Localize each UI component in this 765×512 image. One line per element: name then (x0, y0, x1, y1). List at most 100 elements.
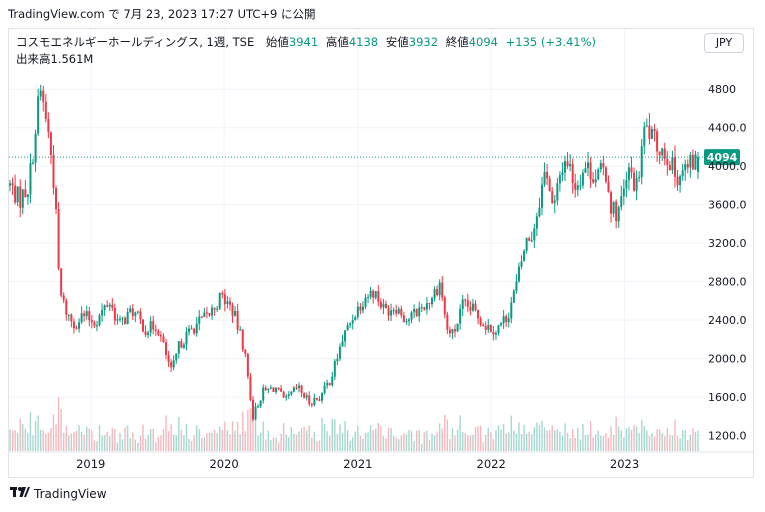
volume-bar (262, 421, 264, 451)
volume-bar (229, 434, 231, 451)
volume-bar (641, 419, 643, 451)
open-value: 3941 (288, 35, 319, 49)
candle-body (689, 154, 692, 168)
candle-body (234, 310, 237, 316)
candle-body (200, 316, 203, 318)
candle-body (180, 341, 183, 348)
candle-body (564, 161, 567, 173)
volume-bar (198, 429, 200, 451)
candle-body (482, 324, 485, 326)
volume-bar (431, 433, 433, 451)
candle-body (172, 360, 175, 368)
candle-body (26, 194, 29, 198)
candle-body (67, 314, 70, 316)
volume-bar (446, 419, 449, 451)
candle-body (443, 297, 446, 315)
candle-body (459, 308, 462, 324)
chart-frame (8, 28, 754, 478)
volume-bar (9, 429, 11, 451)
candle-body (303, 392, 306, 398)
volume-bar (577, 428, 579, 451)
volume-bar (190, 441, 193, 451)
candle-body (407, 319, 410, 322)
volume-bar (433, 435, 436, 451)
volume-bar (359, 436, 362, 451)
volume-bar (605, 433, 607, 451)
volume-bar (216, 433, 218, 451)
candle-body (415, 308, 418, 317)
candle-body (594, 179, 597, 183)
volume-bar (638, 433, 640, 451)
volume-bar (346, 430, 349, 451)
volume-bar (692, 428, 694, 451)
volume-bar (418, 430, 420, 451)
candle-body (106, 305, 109, 307)
volume-bar (114, 428, 116, 451)
volume-bar (505, 433, 507, 451)
volume-bar (116, 442, 119, 451)
time-tick-label: 2020 (209, 457, 238, 471)
volume-bar (121, 439, 124, 451)
volume-bar (364, 432, 367, 451)
footer-brand-label: TradingView (34, 486, 107, 501)
volume-bar (152, 428, 154, 451)
volume-bar (561, 435, 564, 451)
volume-bar (349, 440, 351, 451)
candle-body (147, 332, 150, 336)
candle-body (676, 176, 679, 186)
volume-bar (219, 426, 221, 451)
volume-bar (679, 438, 681, 451)
volume-bar (531, 434, 533, 451)
volume-bar (22, 424, 24, 451)
volume-bar (666, 427, 669, 451)
candle-body (154, 329, 157, 332)
volume-bar (78, 424, 80, 451)
volume-bar (502, 424, 505, 451)
volume-bar (106, 431, 108, 451)
volume-bar (377, 423, 379, 451)
volume-bar (206, 433, 208, 451)
volume-bar (298, 431, 300, 451)
candle-body (321, 392, 324, 401)
volume-bar (244, 431, 247, 451)
volume-bar (628, 426, 630, 451)
candle-body (474, 303, 477, 311)
candle-body (515, 281, 518, 291)
candle-body (673, 157, 676, 177)
volume-bar (405, 434, 408, 451)
candle-body (697, 157, 699, 172)
candle-body (333, 361, 336, 377)
volume-bar (633, 425, 635, 451)
candle-body (612, 201, 615, 214)
candle-body (535, 216, 538, 229)
volume-bar (211, 433, 213, 451)
candle-body (80, 313, 83, 323)
candle-body (520, 261, 523, 267)
volume-bar (42, 430, 44, 451)
volume-bar (569, 437, 571, 451)
volume-bar (451, 428, 454, 451)
volume-bar (426, 430, 428, 451)
volume-bar (275, 437, 277, 451)
volume-bar (170, 424, 172, 451)
volume-bar (589, 421, 592, 451)
volume-bar (160, 435, 162, 451)
candle-body (228, 301, 231, 305)
currency-button[interactable]: JPY (704, 33, 744, 53)
candle-body (83, 313, 86, 317)
volume-bar (687, 440, 689, 451)
volume-bar (538, 424, 541, 451)
volume-bar (183, 435, 185, 451)
volume-bar (612, 435, 615, 451)
candle-body (44, 101, 47, 120)
volume-bar (556, 429, 559, 451)
volume-bar (490, 432, 492, 451)
candle-body (384, 303, 387, 309)
candle-body (198, 316, 201, 324)
candle-body (367, 296, 370, 298)
candle-body (433, 289, 436, 299)
close-value: 4094 (468, 35, 498, 49)
volume-bar (546, 430, 548, 451)
volume-bar (231, 421, 234, 451)
